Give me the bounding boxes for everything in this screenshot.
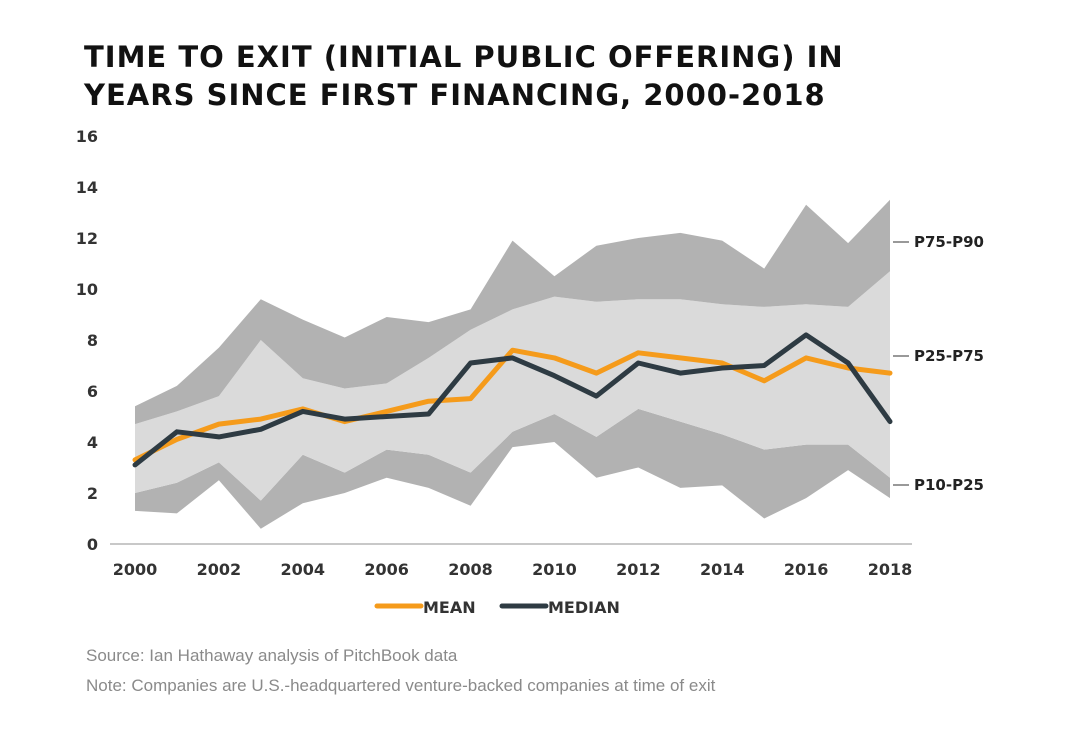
y-tick-label: 16 <box>76 127 98 146</box>
x-tick-label: 2002 <box>197 560 242 579</box>
band-p10-p25 <box>135 408 890 529</box>
x-tick-label: 2016 <box>784 560 829 579</box>
y-tick-label: 2 <box>87 484 98 503</box>
band-labels: P75-P90 P25-P75 P10-P25 <box>893 233 984 494</box>
y-axis: 0 2 4 6 8 10 12 14 16 <box>76 127 98 554</box>
x-tick-label: 2000 <box>113 560 158 579</box>
series-line-mean <box>132 347 893 463</box>
footnote: Note: Companies are U.S.-headquartered v… <box>86 676 716 695</box>
y-tick-label: 10 <box>76 280 98 299</box>
series-line-median <box>132 332 893 468</box>
chart-title-line-2: YEARS SINCE FIRST FINANCING, 2000-2018 <box>84 78 826 112</box>
y-tick-label: 0 <box>87 535 98 554</box>
band-label-p75-p90: P75-P90 <box>914 233 984 251</box>
legend-label-mean: MEAN <box>423 598 476 617</box>
band-label-p10-p25: P10-P25 <box>914 476 984 494</box>
chart-title: TIME TO EXIT (INITIAL PUBLIC OFFERING) I… <box>84 38 984 114</box>
y-tick-label: 6 <box>87 382 98 401</box>
y-tick-label: 12 <box>76 229 98 248</box>
band-label-p25-p75: P25-P75 <box>914 347 984 365</box>
band-p75-p90 <box>135 199 890 425</box>
x-axis: 2000 2002 2004 2006 2008 2010 2012 2014 2016 2018 <box>110 543 913 579</box>
series-layer <box>132 332 893 468</box>
x-tick-label: 2014 <box>700 560 745 579</box>
y-tick-label: 8 <box>87 331 98 350</box>
x-tick-label: 2004 <box>281 560 326 579</box>
x-tick-label: 2010 <box>532 560 577 579</box>
legend-label-median: MEDIAN <box>548 598 620 617</box>
chart-title-line-1: TIME TO EXIT (INITIAL PUBLIC OFFERING) I… <box>84 40 844 74</box>
x-tick-label: 2012 <box>616 560 661 579</box>
x-tick-label: 2006 <box>364 560 409 579</box>
x-tick-label: 2018 <box>868 560 913 579</box>
y-tick-label: 14 <box>76 178 98 197</box>
legend: MEAN MEDIAN <box>374 598 620 617</box>
band-p25-p75 <box>135 271 890 501</box>
band-layer <box>135 199 890 529</box>
source-note: Source: Ian Hathaway analysis of PitchBo… <box>86 646 458 665</box>
x-tick-label: 2008 <box>448 560 493 579</box>
y-tick-label: 4 <box>87 433 98 452</box>
